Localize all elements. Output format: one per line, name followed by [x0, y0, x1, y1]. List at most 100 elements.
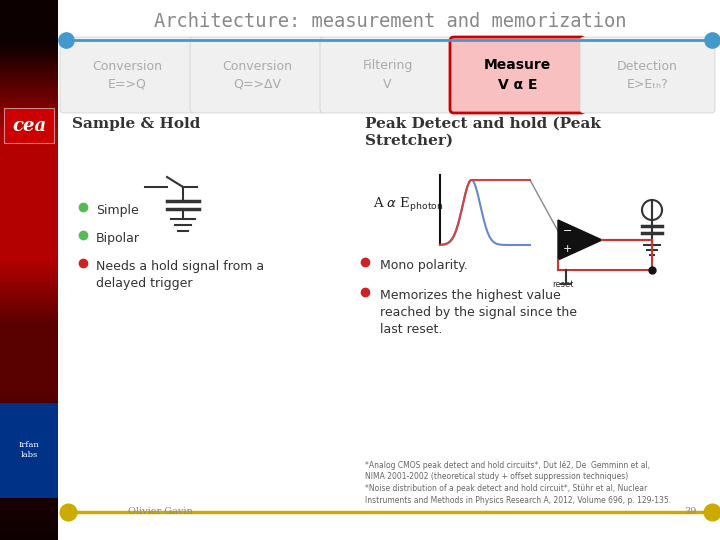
Bar	[0, 10, 58, 14]
Bar	[0, 442, 58, 446]
Bar	[0, 310, 58, 313]
Bar	[0, 423, 58, 427]
Bar	[0, 372, 58, 375]
Bar	[0, 534, 58, 537]
Bar	[0, 37, 58, 40]
Bar	[0, 167, 58, 170]
Bar	[0, 40, 58, 43]
Bar	[0, 116, 58, 119]
Bar	[0, 421, 58, 424]
Bar	[0, 251, 58, 254]
Text: +: +	[563, 244, 572, 254]
Bar	[0, 388, 58, 392]
Bar	[0, 210, 58, 213]
Bar	[0, 313, 58, 316]
Bar	[0, 26, 58, 30]
Bar	[0, 286, 58, 289]
Bar	[0, 448, 58, 451]
Bar	[0, 291, 58, 294]
Bar	[0, 143, 58, 146]
Text: *Analog CMOS peak detect and hold circuits*, Dut lé2, De  Gemminn et al,
NIMA 20: *Analog CMOS peak detect and hold circui…	[365, 460, 671, 505]
Bar	[0, 402, 58, 405]
FancyBboxPatch shape	[580, 37, 715, 113]
Bar	[0, 124, 58, 127]
Bar	[0, 232, 58, 235]
Bar	[0, 145, 58, 149]
Bar	[0, 367, 58, 370]
Bar	[0, 132, 58, 135]
Bar	[0, 48, 58, 51]
Bar	[0, 294, 58, 297]
Bar	[0, 413, 58, 416]
Bar	[0, 353, 58, 356]
Bar	[0, 456, 58, 459]
Bar	[0, 377, 58, 381]
Bar	[0, 323, 58, 327]
Bar	[0, 523, 58, 526]
Bar	[0, 502, 58, 505]
Bar	[0, 215, 58, 219]
Bar	[0, 450, 58, 454]
Bar	[0, 469, 58, 472]
Bar	[0, 159, 58, 162]
Bar	[0, 526, 58, 529]
Bar	[0, 261, 58, 265]
Bar	[0, 296, 58, 300]
Bar	[0, 356, 58, 359]
Bar	[0, 280, 58, 284]
Bar	[0, 180, 58, 184]
Bar	[0, 403, 58, 498]
Bar	[0, 475, 58, 478]
Bar	[0, 134, 58, 138]
Bar	[0, 156, 58, 159]
Text: Peak Detect and hold (Peak
Stretcher): Peak Detect and hold (Peak Stretcher)	[365, 117, 601, 148]
Bar	[0, 102, 58, 105]
Bar	[0, 51, 58, 54]
Bar	[0, 332, 58, 335]
Text: Conversion
Q=>ΔV: Conversion Q=>ΔV	[222, 59, 292, 91]
Bar	[0, 178, 58, 181]
Bar	[0, 504, 58, 508]
Bar	[0, 512, 58, 516]
Bar	[0, 299, 58, 302]
Bar	[0, 8, 58, 11]
Bar	[0, 477, 58, 481]
Bar	[0, 213, 58, 216]
Bar	[0, 472, 58, 475]
Bar	[0, 118, 58, 122]
FancyBboxPatch shape	[450, 37, 585, 113]
Bar	[0, 86, 58, 89]
Bar	[0, 170, 58, 173]
Text: Architecture: measurement and memorization: Architecture: measurement and memorizati…	[154, 12, 626, 31]
FancyBboxPatch shape	[190, 37, 325, 113]
Bar	[0, 521, 58, 524]
Bar	[0, 24, 58, 27]
Bar	[0, 391, 58, 394]
Bar	[0, 110, 58, 113]
Bar	[0, 153, 58, 157]
Bar	[0, 32, 58, 35]
Bar	[0, 348, 58, 351]
Bar	[0, 56, 58, 59]
Bar	[0, 278, 58, 281]
Bar	[0, 226, 58, 230]
Bar	[0, 256, 58, 259]
Bar	[0, 248, 58, 251]
Bar	[0, 67, 58, 70]
Bar	[0, 302, 58, 305]
Bar	[0, 431, 58, 435]
Bar	[0, 491, 58, 494]
Bar	[0, 183, 58, 186]
Bar	[0, 440, 58, 443]
Bar	[0, 518, 58, 521]
Bar	[0, 18, 58, 22]
Text: Needs a hold signal from a
delayed trigger: Needs a hold signal from a delayed trigg…	[96, 260, 264, 290]
Bar	[0, 515, 58, 518]
Bar	[0, 72, 58, 76]
Bar	[0, 242, 58, 246]
Bar	[0, 394, 58, 397]
Bar	[0, 275, 58, 278]
Bar	[0, 253, 58, 256]
Bar	[0, 283, 58, 286]
Bar	[0, 288, 58, 292]
